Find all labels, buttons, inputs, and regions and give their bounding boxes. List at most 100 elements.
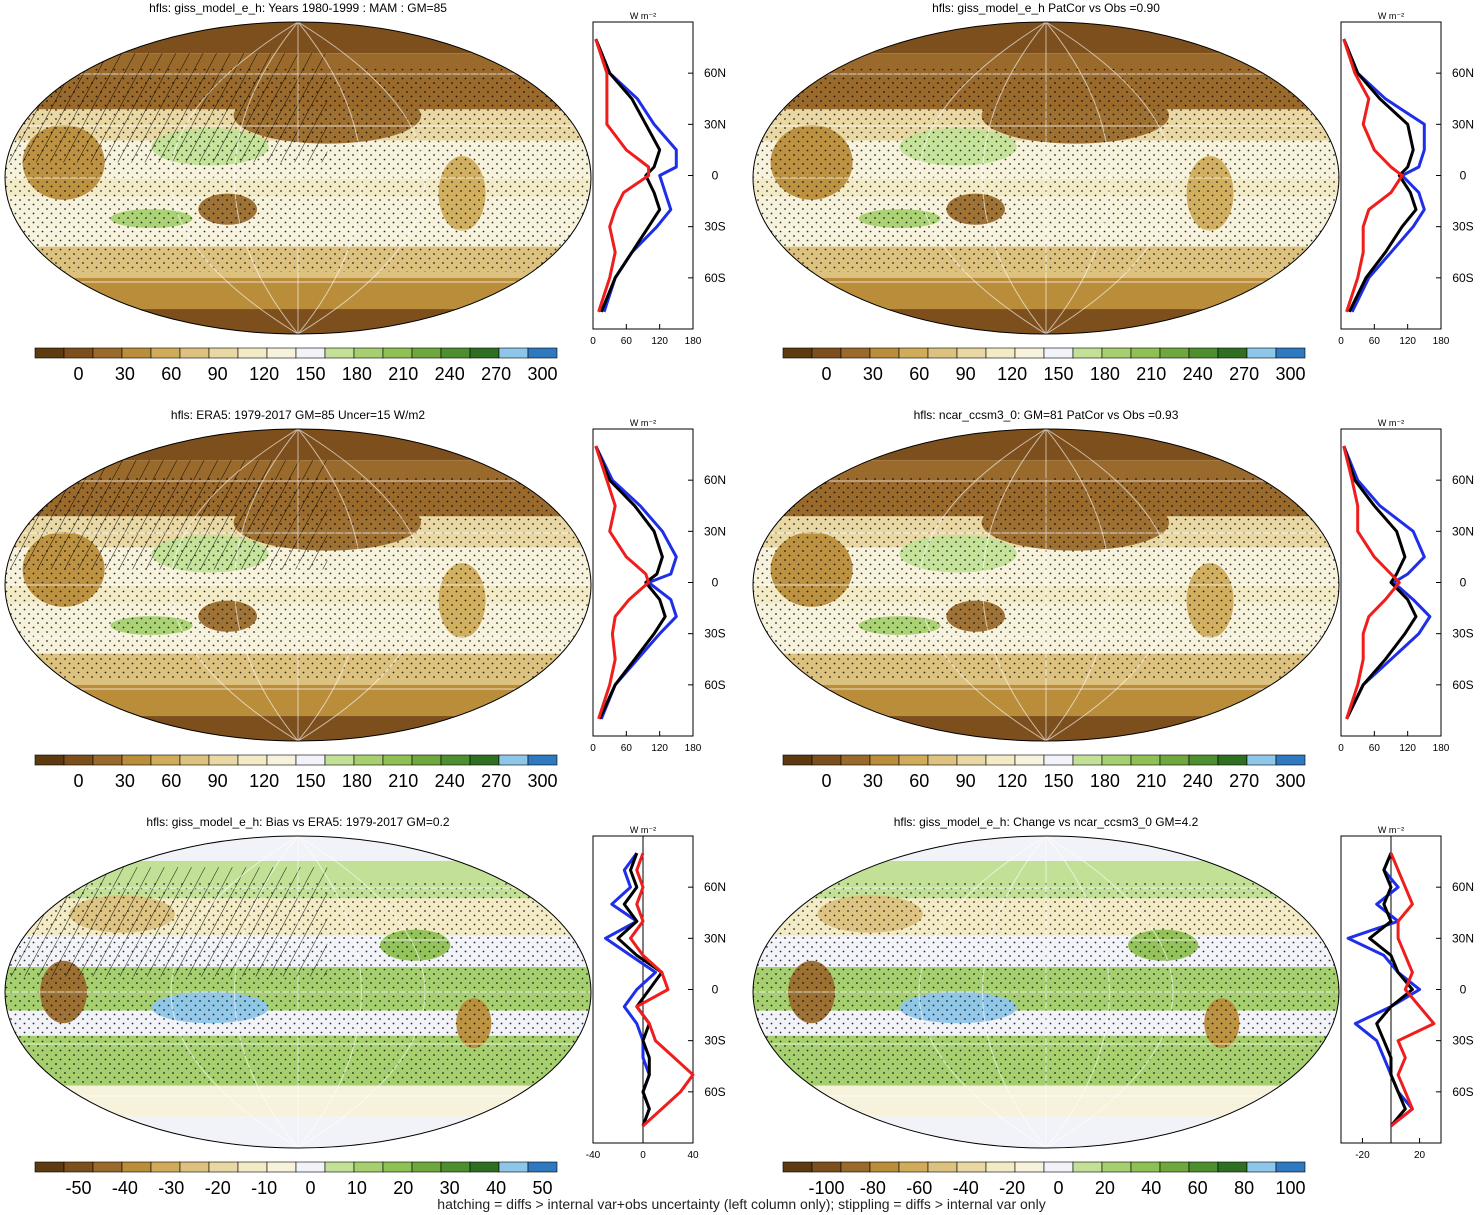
- profile-unit: W m⁻²: [630, 11, 656, 21]
- colorbar-swatch: [208, 754, 239, 766]
- colorbar-swatch: [1101, 1161, 1132, 1173]
- colorbar-tick-label: -20: [205, 1178, 231, 1198]
- profile-ytick-label: 30S: [1452, 627, 1473, 641]
- colorbar-tick-label: 20: [1095, 1178, 1115, 1198]
- map-outline: [4, 428, 592, 742]
- colorbar-tick-label: 10: [347, 1178, 367, 1198]
- colorbar-tick-label: 60: [161, 364, 181, 384]
- profile-ytick-label: 60S: [1452, 271, 1473, 285]
- profile-series-red: [594, 445, 651, 720]
- profile-series-red: [1342, 445, 1401, 720]
- colorbar-swatch: [840, 754, 871, 766]
- colorbar-swatch: [324, 347, 355, 359]
- colorbar-swatch: [266, 1161, 297, 1173]
- colorbar-tick-label: 150: [1043, 364, 1073, 384]
- colorbar-swatch: [295, 1161, 326, 1173]
- colorbar-tick-label: 90: [956, 364, 976, 384]
- profile-unit: W m⁻²: [1378, 418, 1404, 428]
- colorbar-swatch: [1188, 754, 1219, 766]
- colorbar-swatch: [92, 347, 123, 359]
- profile-unit: W m⁻²: [1378, 11, 1404, 21]
- colorbar-tick-label: 270: [1229, 364, 1259, 384]
- colorbar-swatch: [179, 1161, 210, 1173]
- map-field: [753, 836, 1339, 1148]
- panel-title: hfls: giss_model_e_h: Bias vs ERA5: 1979…: [146, 815, 450, 829]
- colorbar-tick-label: 180: [342, 364, 372, 384]
- colorbar-tick-label: -30: [158, 1178, 184, 1198]
- colorbar-swatch: [440, 754, 471, 766]
- colorbar-swatch: [237, 1161, 268, 1173]
- colorbar-swatch: [353, 347, 384, 359]
- colorbar-swatch: [927, 754, 958, 766]
- colorbar-tick-label: 60: [909, 771, 929, 791]
- colorbar-swatch: [411, 1161, 442, 1173]
- profile-ytick-label: 60S: [1452, 1085, 1473, 1099]
- profile-ytick-label: 60S: [1452, 678, 1473, 692]
- colorbar-tick-label: 210: [1136, 364, 1166, 384]
- colorbar-swatch: [63, 1161, 94, 1173]
- profile-xtick-label: 180: [685, 336, 702, 347]
- colorbar-tick-label: 180: [1090, 771, 1120, 791]
- footer-note: hatching = diffs > internal var+obs unce…: [437, 1196, 1046, 1212]
- colorbar-swatch: [208, 1161, 239, 1173]
- profile-series-red: [594, 38, 651, 313]
- colorbar-swatch: [956, 347, 987, 359]
- colorbar-swatch: [1159, 754, 1190, 766]
- profile-ytick-label: 60N: [1452, 880, 1474, 894]
- profile-ytick-label: 60S: [704, 1085, 725, 1099]
- colorbar-tick-label: -40: [953, 1178, 979, 1198]
- colorbar-tick-label: 210: [388, 771, 418, 791]
- colorbar-swatch: [237, 754, 268, 766]
- profile-ytick-label: 30N: [704, 117, 726, 131]
- profile-series-black: [616, 852, 664, 1127]
- colorbar-swatch: [295, 347, 326, 359]
- profile-xtick-label: 120: [651, 336, 668, 347]
- colorbar-tick-label: 30: [863, 364, 883, 384]
- colorbar-tick-label: 50: [532, 1178, 552, 1198]
- profile-series-black: [1342, 445, 1418, 720]
- map-field: [5, 429, 591, 741]
- colorbar-swatch: [382, 347, 413, 359]
- colorbar-tick-label: 120: [249, 364, 279, 384]
- colorbar-swatch: [956, 1161, 987, 1173]
- colorbar-tick-label: 30: [863, 771, 883, 791]
- profile-ytick-label: 0: [712, 576, 719, 590]
- profile-series-black: [594, 38, 662, 313]
- profile-ytick-label: 0: [1460, 169, 1467, 183]
- colorbar-tick-label: 90: [208, 771, 228, 791]
- colorbar-tick-label: 240: [435, 364, 465, 384]
- colorbar-swatch: [498, 1161, 529, 1173]
- colorbar-swatch: [382, 1161, 413, 1173]
- colorbar-swatch: [1101, 347, 1132, 359]
- colorbar-swatch: [527, 1161, 558, 1173]
- profile-unit: W m⁻²: [1378, 825, 1404, 835]
- colorbar-swatch: [92, 1161, 123, 1173]
- profile-series-blue: [1342, 445, 1432, 720]
- colorbar-swatch: [1217, 1161, 1248, 1173]
- colorbar-swatch: [179, 347, 210, 359]
- colorbar-swatch: [985, 754, 1016, 766]
- profile-xtick-label: 60: [1369, 336, 1381, 347]
- panel-title: hfls: giss_model_e_h PatCor vs Obs =0.90: [932, 1, 1160, 15]
- colorbar-swatch: [121, 347, 152, 359]
- panel-title: hfls: giss_model_e_h: Years 1980-1999 : …: [149, 1, 447, 15]
- colorbar-swatch: [440, 347, 471, 359]
- colorbar-swatch: [1130, 754, 1161, 766]
- profile-xtick-label: 180: [1433, 743, 1450, 754]
- colorbar-swatch: [527, 347, 558, 359]
- profile-ytick-label: 30N: [704, 524, 726, 538]
- map-field: [5, 836, 591, 1148]
- colorbar-swatch: [811, 347, 842, 359]
- colorbar-swatch: [34, 347, 65, 359]
- profile-xtick-label: 60: [621, 743, 633, 754]
- profile-unit: W m⁻²: [630, 825, 656, 835]
- profile-ytick-label: 60N: [1452, 473, 1474, 487]
- colorbar-tick-label: 100: [1275, 1178, 1305, 1198]
- colorbar-swatch: [898, 347, 929, 359]
- panel-title: hfls: ncar_ccsm3_0: GM=81 PatCor vs Obs …: [913, 408, 1179, 422]
- colorbar-swatch: [927, 347, 958, 359]
- colorbar-swatch: [927, 1161, 958, 1173]
- colorbar-tick-label: 0: [821, 364, 831, 384]
- colorbar-swatch: [92, 754, 123, 766]
- colorbar-swatch: [869, 347, 900, 359]
